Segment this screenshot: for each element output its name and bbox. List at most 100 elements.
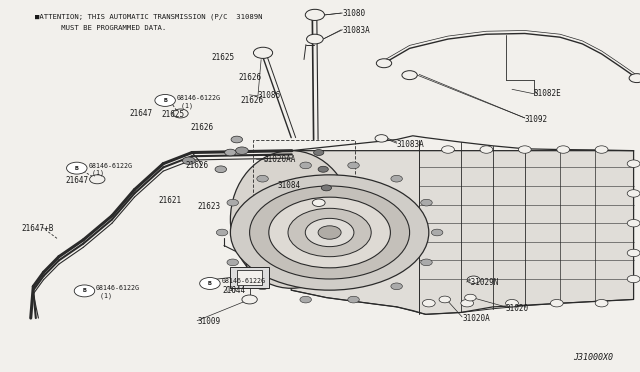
Circle shape [518,146,531,153]
Circle shape [461,299,474,307]
Circle shape [467,276,480,283]
Circle shape [215,166,227,173]
Bar [253,140,355,212]
Ellipse shape [230,151,352,288]
Circle shape [300,296,312,303]
Circle shape [216,229,228,236]
Text: J31000X0: J31000X0 [573,353,613,362]
Text: 08146-6122G: 08146-6122G [177,95,221,101]
Circle shape [227,199,239,206]
Text: 31020A: 31020A [462,314,490,323]
Polygon shape [291,151,634,314]
Circle shape [300,162,312,169]
Circle shape [236,147,248,154]
Text: (1): (1) [88,170,104,176]
Circle shape [67,162,87,174]
Circle shape [506,299,518,307]
Circle shape [312,199,325,206]
Text: 31009: 31009 [197,317,220,326]
Text: B: B [208,281,212,286]
Text: 21621: 21621 [159,196,182,205]
Text: 31083A: 31083A [342,26,370,35]
Circle shape [422,299,435,307]
Text: 31080: 31080 [342,9,365,17]
Text: 31086: 31086 [258,92,281,100]
Circle shape [269,197,390,268]
Circle shape [74,285,95,297]
Circle shape [595,146,608,153]
Circle shape [629,74,640,83]
Text: (1): (1) [177,102,193,109]
Text: (1): (1) [96,292,112,299]
Circle shape [391,175,403,182]
Circle shape [307,34,323,44]
Bar [230,267,269,288]
Text: 21647+B: 21647+B [21,224,54,233]
Circle shape [627,160,640,167]
Circle shape [375,135,388,142]
Text: 31020: 31020 [506,304,529,312]
Text: 08146-6122G: 08146-6122G [221,278,266,284]
Circle shape [173,109,188,118]
Text: 31084: 31084 [277,181,300,190]
Circle shape [431,229,443,236]
Circle shape [348,162,359,169]
Text: 21644: 21644 [223,286,246,295]
Circle shape [391,283,403,290]
Text: *31029N: *31029N [467,278,499,287]
Circle shape [318,226,341,239]
Text: B: B [83,288,86,294]
Bar [237,270,262,285]
Circle shape [348,296,359,303]
Circle shape [550,299,563,307]
Text: 21626: 21626 [239,73,262,82]
Circle shape [230,175,429,290]
Text: 21647: 21647 [65,176,88,185]
Circle shape [595,299,608,307]
Circle shape [420,259,432,266]
Circle shape [402,71,417,80]
Text: 31092: 31092 [525,115,548,124]
Circle shape [627,219,640,227]
Circle shape [627,275,640,283]
Circle shape [257,283,268,290]
Circle shape [305,218,354,247]
Circle shape [242,295,257,304]
Text: MUST BE PROGRAMMED DATA.: MUST BE PROGRAMMED DATA. [35,25,166,31]
Text: 21625: 21625 [161,110,184,119]
Circle shape [321,185,332,191]
Circle shape [182,157,195,164]
Text: 21647: 21647 [129,109,152,118]
Circle shape [557,146,570,153]
Circle shape [250,186,410,279]
Text: ■ATTENTION; THIS AUTOMATIC TRANSMISSION (P/C  31089N: ■ATTENTION; THIS AUTOMATIC TRANSMISSION … [35,13,262,20]
Text: 21623: 21623 [197,202,220,211]
Text: B: B [75,166,79,171]
Circle shape [227,259,239,266]
Circle shape [90,175,105,184]
Circle shape [627,190,640,197]
Circle shape [253,47,273,58]
Circle shape [318,166,328,172]
Text: 21625: 21625 [211,53,234,62]
Circle shape [225,149,236,156]
Circle shape [200,278,220,289]
Circle shape [288,208,371,257]
Circle shape [231,136,243,143]
Circle shape [305,9,324,20]
Text: B: B [163,98,167,103]
Circle shape [465,294,476,301]
Circle shape [307,10,323,19]
Text: 31020AA: 31020AA [264,155,296,164]
Text: 21626: 21626 [186,161,209,170]
Text: (1): (1) [221,285,237,292]
Text: 08146-6122G: 08146-6122G [96,285,140,291]
Circle shape [480,146,493,153]
Text: 31082E: 31082E [534,89,561,98]
Circle shape [314,150,324,155]
Text: 08146-6122G: 08146-6122G [88,163,132,169]
Text: 31083A: 31083A [397,140,424,149]
Circle shape [376,59,392,68]
Circle shape [627,249,640,257]
Text: 21626: 21626 [191,123,214,132]
